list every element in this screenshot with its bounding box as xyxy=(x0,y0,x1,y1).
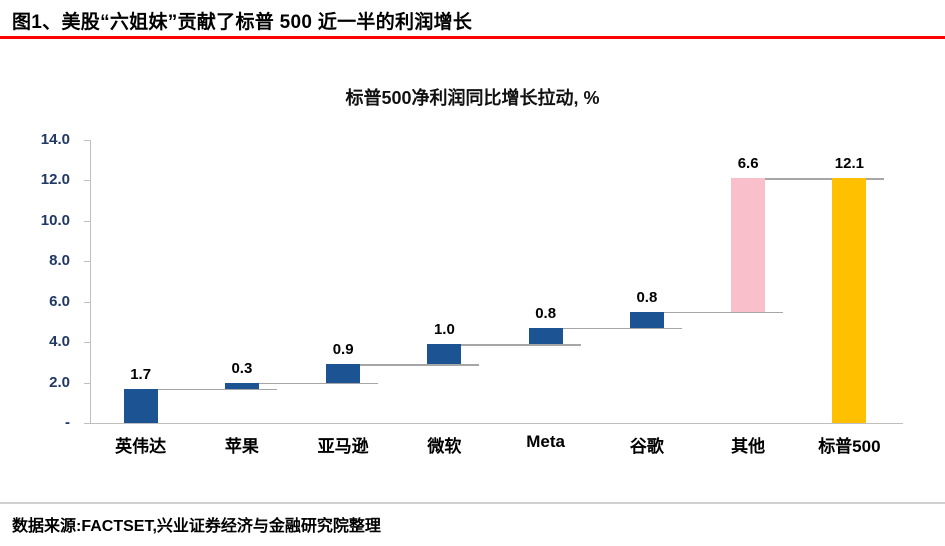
category-label-4: Meta xyxy=(526,432,565,451)
waterfall-bar-0 xyxy=(123,388,158,423)
connector-line-2 xyxy=(326,364,480,366)
category-label-5: 谷歌 xyxy=(629,437,664,456)
y-tick-mark-5 xyxy=(84,342,90,344)
waterfall-bar-2 xyxy=(326,364,361,383)
bar-value-label-1: 0.3 xyxy=(231,359,253,377)
bar-value-label-6: 6.6 xyxy=(737,155,759,173)
connector-line-3 xyxy=(427,344,581,346)
bar-value-label-5: 0.8 xyxy=(636,288,658,306)
connector-line-5 xyxy=(629,311,784,314)
y-tick-mark-3 xyxy=(84,261,90,263)
waterfall-bar-6 xyxy=(731,178,766,312)
waterfall-bar-3 xyxy=(427,344,462,365)
y-tick-label-6: 2.0 xyxy=(49,373,70,391)
bar-value-label-4: 0.8 xyxy=(535,304,557,322)
bar-value-label-2: 0.9 xyxy=(332,341,354,359)
waterfall-bar-4 xyxy=(528,327,563,345)
waterfall-plot-area: 1.7 0.3 0.9 1.0 0.8 0.8 6.6 12.1 xyxy=(84,140,900,424)
y-tick-mark-6 xyxy=(84,382,90,384)
category-label-3: 微软 xyxy=(427,437,462,456)
category-label-0: 英伟达 xyxy=(115,437,167,456)
bar-value-label-0: 1.7 xyxy=(130,365,152,383)
y-tick-mark-1 xyxy=(84,180,90,182)
bar-value-label-7: 12.1 xyxy=(834,155,864,173)
y-tick-mark-2 xyxy=(84,220,90,222)
y-tick-label-0: 14.0 xyxy=(40,131,70,148)
y-tick-label-4: 6.0 xyxy=(49,292,70,310)
bar-value-label-3: 1.0 xyxy=(433,321,455,339)
y-axis-line xyxy=(90,140,91,424)
y-tick-label-3: 8.0 xyxy=(49,252,70,270)
x-axis: 英伟达 苹果 亚马逊 微软 Meta 谷歌 其他 标普500 xyxy=(90,432,900,456)
waterfall-bar-1 xyxy=(224,382,259,389)
y-tick-mark-0 xyxy=(84,140,90,141)
category-label-1: 苹果 xyxy=(224,437,259,456)
y-axis: 14.0 12.0 10.0 8.0 6.0 4.0 2.0 - xyxy=(0,131,80,432)
connector-line-1 xyxy=(224,382,379,385)
figure-title: 图1、美股“六姐妹”贡献了标普 500 近一半的利润增长 xyxy=(12,12,473,33)
waterfall-bar-7 xyxy=(832,178,867,423)
category-label-7: 标普500 xyxy=(818,437,881,456)
title-underline-rule xyxy=(0,36,945,39)
chart-title: 标普500净利润同比增长拉动, % xyxy=(345,88,600,108)
y-tick-label-5: 4.0 xyxy=(49,333,70,351)
connector-line-6 xyxy=(731,178,885,180)
category-label-2: 亚马逊 xyxy=(317,437,369,456)
x-axis-line xyxy=(90,423,903,424)
y-tick-label-7: - xyxy=(65,414,70,431)
waterfall-bar-5 xyxy=(629,311,664,328)
footer-divider xyxy=(0,502,945,504)
category-label-6: 其他 xyxy=(731,437,766,456)
y-tick-label-2: 10.0 xyxy=(40,211,70,229)
y-tick-mark-4 xyxy=(84,301,90,303)
connector-line-4 xyxy=(528,327,682,330)
connector-line-0 xyxy=(123,388,277,391)
source-note: 数据来源:FACTSET,兴业证券经济与金融研究院整理 xyxy=(12,518,381,535)
y-tick-label-1: 12.0 xyxy=(40,171,70,189)
y-tick-mark-7 xyxy=(84,423,90,424)
